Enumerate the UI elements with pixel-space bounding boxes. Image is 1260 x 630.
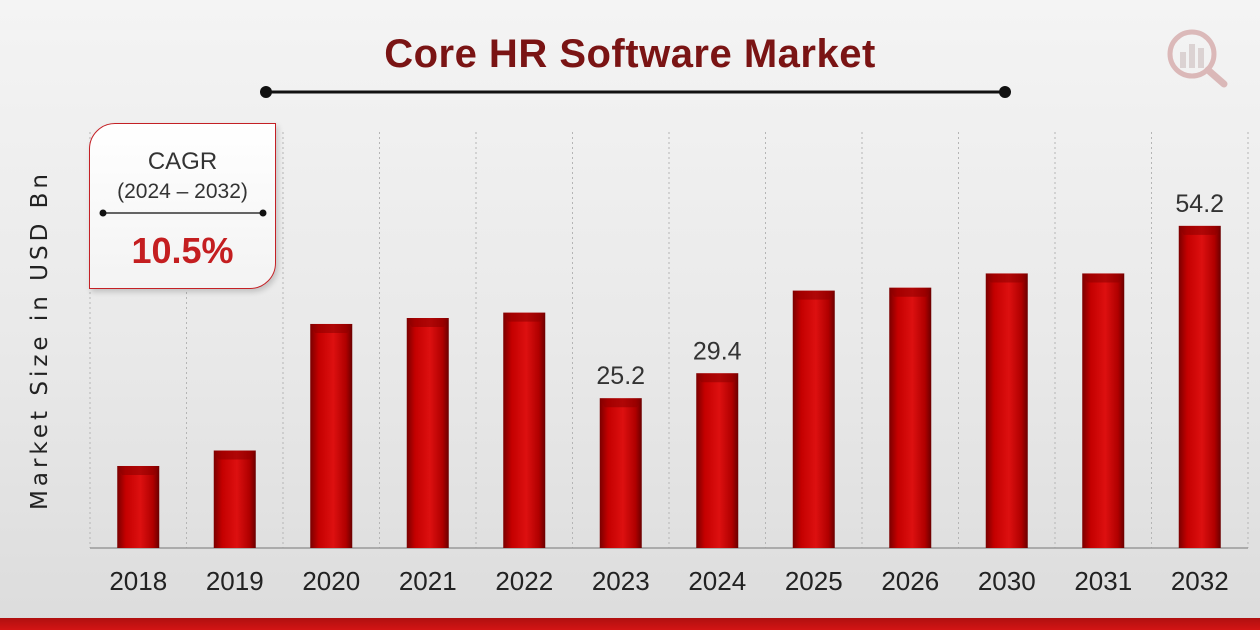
bar xyxy=(310,323,353,548)
bar xyxy=(889,287,932,548)
bar-bevel xyxy=(213,450,256,460)
bar-2032 xyxy=(1178,225,1221,548)
bar-2026 xyxy=(889,287,932,548)
chart-title: Core HR Software Market xyxy=(384,32,876,76)
bar-bevel xyxy=(1082,273,1125,283)
title-underline xyxy=(260,86,1011,98)
bar xyxy=(503,312,546,548)
x-tick-label: 2031 xyxy=(1074,566,1132,596)
bar-2018 xyxy=(117,465,160,548)
cagr-label: CAGR xyxy=(147,148,218,175)
cagr-value: 10.5% xyxy=(131,230,234,271)
x-tick-label: 2021 xyxy=(399,566,457,596)
bar-bevel xyxy=(503,312,546,322)
x-tick-label: 2032 xyxy=(1171,566,1229,596)
x-tick-label: 2019 xyxy=(206,566,264,596)
bar-bevel xyxy=(696,373,739,383)
x-tick-label: 2018 xyxy=(109,566,167,596)
bar-2023 xyxy=(599,398,642,548)
bar xyxy=(1178,225,1221,548)
bar xyxy=(406,318,449,548)
bar-bevel xyxy=(117,465,160,475)
bar-bevel xyxy=(792,290,835,300)
x-tick-label: 2026 xyxy=(881,566,939,596)
bar xyxy=(792,290,835,548)
x-tick-label: 2024 xyxy=(688,566,746,596)
bar xyxy=(599,398,642,548)
bar-bevel xyxy=(985,273,1028,283)
bar-bevel xyxy=(599,398,642,408)
bar-bevel xyxy=(1178,225,1221,235)
bar-bevel xyxy=(406,318,449,328)
bar xyxy=(213,450,256,548)
bar-2021 xyxy=(406,318,449,548)
x-tick-label: 2023 xyxy=(592,566,650,596)
x-tick-label: 2022 xyxy=(495,566,553,596)
bottom-accent-bar xyxy=(0,618,1260,630)
bar-bevel xyxy=(310,323,353,333)
bar-2022 xyxy=(503,312,546,548)
data-label: 25.2 xyxy=(596,362,645,390)
research-magnifier-logo-icon xyxy=(1167,29,1228,88)
bar xyxy=(696,373,739,548)
x-tick-label: 2020 xyxy=(302,566,360,596)
bar xyxy=(1082,273,1125,548)
bar-2019 xyxy=(213,450,256,548)
bar-bevel xyxy=(889,287,932,297)
bar-2030 xyxy=(985,273,1028,548)
bar-2020 xyxy=(310,323,353,548)
bar-2024 xyxy=(696,373,739,548)
bar xyxy=(117,465,160,548)
cagr-divider xyxy=(99,209,267,217)
data-label: 29.4 xyxy=(693,337,742,365)
cagr-callout: CAGR (2024 – 2032) 10.5% xyxy=(89,123,276,289)
bar xyxy=(985,273,1028,548)
cagr-period: (2024 – 2032) xyxy=(117,180,248,203)
data-label: 54.2 xyxy=(1175,190,1224,218)
x-tick-label: 2025 xyxy=(785,566,843,596)
bar-2031 xyxy=(1082,273,1125,548)
x-tick-label: 2030 xyxy=(978,566,1036,596)
bar-2025 xyxy=(792,290,835,548)
